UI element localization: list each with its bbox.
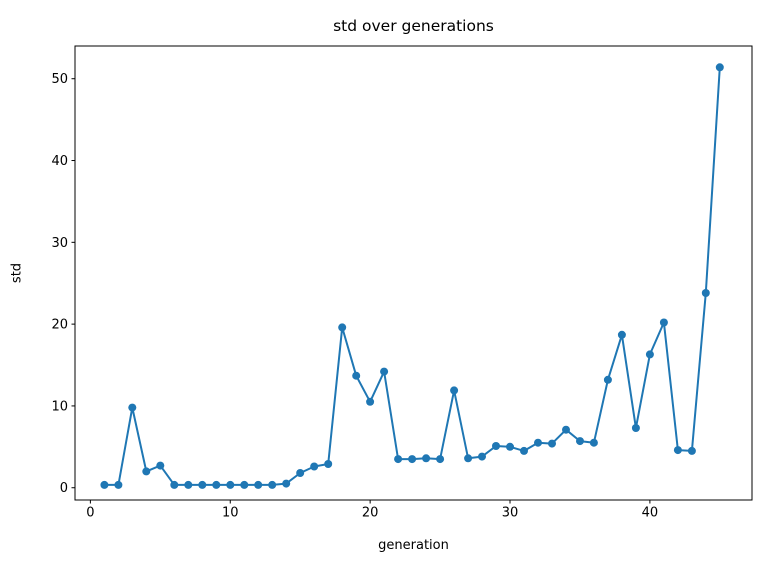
data-point xyxy=(296,469,305,477)
y-tick-label: 50 xyxy=(51,72,68,87)
x-tick-label: 0 xyxy=(86,506,94,521)
data-point xyxy=(562,425,570,434)
data-point xyxy=(156,461,165,470)
data-point xyxy=(240,480,249,489)
x-tick-label: 20 xyxy=(362,506,379,521)
data-point xyxy=(436,455,445,464)
data-point xyxy=(687,446,696,455)
data-point xyxy=(226,480,235,489)
data-point xyxy=(352,371,361,380)
data-point xyxy=(617,330,626,339)
data-point xyxy=(645,350,654,359)
x-tick-label: 30 xyxy=(502,506,519,521)
data-point xyxy=(576,437,584,446)
data-point xyxy=(534,438,542,447)
y-tick-label: 30 xyxy=(51,236,68,251)
data-point xyxy=(380,367,389,376)
data-point xyxy=(464,454,473,463)
data-point xyxy=(310,462,319,471)
data-point xyxy=(408,455,417,464)
data-point xyxy=(198,480,207,489)
data-point xyxy=(114,480,123,489)
y-tick-label: 0 xyxy=(60,481,68,496)
data-point xyxy=(631,424,640,432)
data-point xyxy=(506,442,514,451)
data-point xyxy=(492,442,500,450)
y-tick-label: 20 xyxy=(51,318,68,333)
data-point xyxy=(701,289,710,297)
data-point xyxy=(282,479,291,488)
data-point xyxy=(548,439,556,448)
data-point xyxy=(589,438,598,447)
data-point xyxy=(715,63,724,72)
data-point xyxy=(324,460,333,468)
data-point xyxy=(659,318,668,327)
data-point xyxy=(100,480,109,489)
data-point xyxy=(128,403,137,412)
y-axis-label: std xyxy=(9,262,25,284)
y-tick-label: 40 xyxy=(51,154,68,169)
data-point xyxy=(366,397,375,406)
plot-frame xyxy=(74,45,753,501)
data-point xyxy=(268,480,277,489)
chart-title: std over generations xyxy=(333,17,494,35)
series-line xyxy=(103,66,721,486)
y-tick-label: 10 xyxy=(51,399,68,414)
data-point xyxy=(170,480,179,489)
x-tick-label: 40 xyxy=(642,506,659,521)
data-point xyxy=(422,454,431,463)
data-point xyxy=(673,446,682,455)
data-point xyxy=(603,375,612,384)
data-point xyxy=(450,386,459,395)
x-tick-label: 10 xyxy=(222,506,239,521)
data-point xyxy=(212,480,221,489)
data-point xyxy=(338,323,347,332)
data-point xyxy=(394,455,403,464)
data-point xyxy=(520,446,528,455)
data-point xyxy=(184,480,193,489)
data-point xyxy=(142,467,151,476)
data-point xyxy=(478,452,486,461)
x-axis-label: generation xyxy=(378,538,449,553)
data-point xyxy=(254,480,263,489)
